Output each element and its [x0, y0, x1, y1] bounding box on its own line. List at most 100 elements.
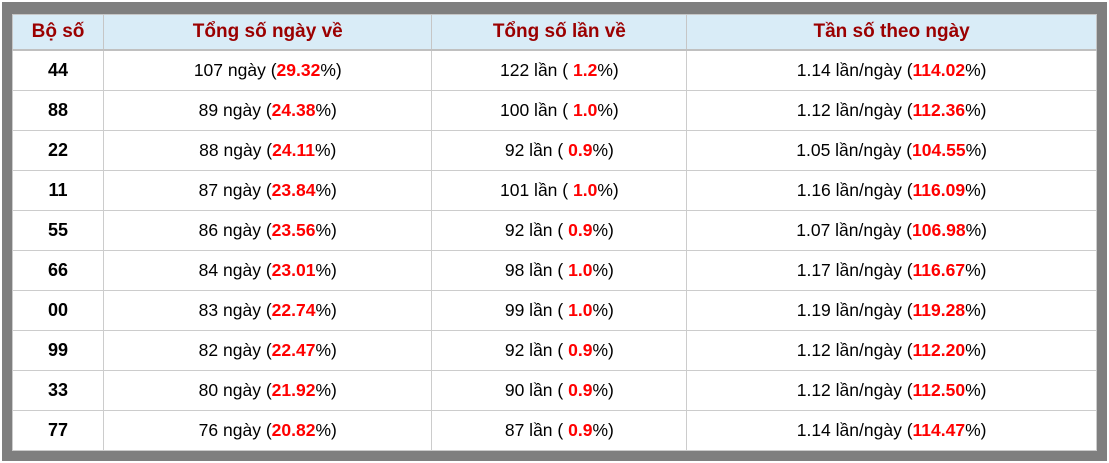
pair-value: 55 — [48, 220, 69, 240]
times-cell: 92 lần ( 0.9%) — [431, 210, 688, 251]
times-cell: 92 lần ( 0.9%) — [431, 130, 688, 171]
times-value: 90 lần — [504, 380, 553, 400]
days-cell: 107 ngày (29.32%) — [103, 49, 433, 91]
times-value: 99 lần — [504, 300, 553, 320]
table-row: 66 84 ngày (23.01%) 98 lần ( 1.0%) 1.17 … — [11, 250, 1097, 291]
times-value: 92 lần — [504, 140, 553, 160]
times-value: 92 lần — [504, 340, 553, 360]
freq-percent: 104.55 — [912, 140, 966, 160]
pair-cell: 55 — [11, 210, 105, 251]
days-value: 76 ngày — [198, 420, 261, 440]
freq-value: 1.12 lần/ngày — [796, 340, 902, 360]
days-cell: 88 ngày (24.11%) — [103, 130, 433, 171]
freq-value: 1.07 lần/ngày — [796, 220, 902, 240]
freq-value: 1.19 lần/ngày — [796, 300, 902, 320]
days-value: 84 ngày — [198, 260, 261, 280]
days-value: 80 ngày — [198, 380, 261, 400]
days-percent: 20.82 — [271, 420, 316, 440]
pair-cell: 33 — [11, 370, 105, 411]
days-cell: 86 ngày (23.56%) — [103, 210, 433, 251]
pair-value: 22 — [48, 140, 69, 160]
table-row: 22 88 ngày (24.11%) 92 lần ( 0.9%) 1.05 … — [11, 130, 1097, 171]
days-value: 89 ngày — [198, 100, 261, 120]
table-row: 77 76 ngày (20.82%) 87 lần ( 0.9%) 1.14 … — [11, 410, 1097, 451]
freq-value: 1.12 lần/ngày — [796, 100, 902, 120]
freq-value: 1.14 lần/ngày — [796, 60, 902, 80]
pair-value: 99 — [48, 340, 69, 360]
pair-cell: 00 — [11, 290, 105, 331]
pair-cell: 11 — [11, 170, 105, 211]
pair-statistics-table: Bộ số Tổng số ngày về Tổng số lần về Tần… — [11, 14, 1097, 451]
days-cell: 83 ngày (22.74%) — [103, 290, 433, 331]
freq-value: 1.14 lần/ngày — [796, 420, 902, 440]
freq-percent: 119.28 — [912, 300, 966, 320]
days-percent: 22.47 — [271, 340, 316, 360]
table-row: 00 83 ngày (22.74%) 99 lần ( 1.0%) 1.19 … — [11, 290, 1097, 331]
pair-value: 44 — [48, 60, 69, 80]
pair-cell: 22 — [11, 130, 105, 171]
days-value: 107 ngày — [193, 60, 266, 80]
freq-percent: 116.67 — [912, 260, 966, 280]
times-value: 101 lần — [500, 180, 558, 200]
days-cell: 84 ngày (23.01%) — [103, 250, 433, 291]
column-header-days: Tổng số ngày về — [103, 14, 433, 51]
days-cell: 89 ngày (24.38%) — [103, 90, 433, 131]
times-value: 92 lần — [504, 220, 553, 240]
freq-value: 1.05 lần/ngày — [796, 140, 902, 160]
times-cell: 101 lần ( 1.0%) — [431, 170, 688, 211]
times-percent: 1.0 — [572, 180, 598, 200]
times-percent: 0.9 — [568, 220, 593, 240]
days-cell: 76 ngày (20.82%) — [103, 410, 433, 451]
days-percent: 22.74 — [271, 300, 316, 320]
days-percent: 23.01 — [271, 260, 316, 280]
times-value: 87 lần — [504, 420, 553, 440]
times-cell: 99 lần ( 1.0%) — [431, 290, 688, 331]
column-header-pair: Bộ số — [11, 14, 105, 51]
days-value: 87 ngày — [198, 180, 261, 200]
freq-cell: 1.12 lần/ngày (112.20%) — [686, 330, 1097, 371]
days-value: 83 ngày — [198, 300, 261, 320]
times-cell: 98 lần ( 1.0%) — [431, 250, 688, 291]
table-row: 99 82 ngày (22.47%) 92 lần ( 0.9%) 1.12 … — [11, 330, 1097, 371]
freq-cell: 1.14 lần/ngày (114.47%) — [686, 410, 1097, 451]
times-percent: 0.9 — [568, 420, 593, 440]
column-header-times: Tổng số lần về — [431, 14, 688, 51]
header-row: Bộ số Tổng số ngày về Tổng số lần về Tần… — [11, 14, 1097, 51]
days-cell: 87 ngày (23.84%) — [103, 170, 433, 211]
pair-cell: 44 — [11, 49, 105, 91]
freq-value: 1.16 lần/ngày — [796, 180, 902, 200]
times-value: 122 lần — [500, 60, 558, 80]
times-value: 98 lần — [504, 260, 553, 280]
freq-value: 1.12 lần/ngày — [796, 380, 902, 400]
freq-percent: 116.09 — [912, 180, 966, 200]
pair-cell: 88 — [11, 90, 105, 131]
days-percent: 29.32 — [276, 60, 321, 80]
days-percent: 24.38 — [271, 100, 316, 120]
times-percent: 1.0 — [572, 100, 598, 120]
pair-cell: 99 — [11, 330, 105, 371]
freq-cell: 1.12 lần/ngày (112.50%) — [686, 370, 1097, 411]
times-percent: 0.9 — [568, 340, 593, 360]
freq-percent: 114.47 — [912, 420, 966, 440]
days-cell: 80 ngày (21.92%) — [103, 370, 433, 411]
freq-percent: 112.20 — [912, 340, 966, 360]
days-percent: 23.56 — [271, 220, 316, 240]
table-row: 11 87 ngày (23.84%) 101 lần ( 1.0%) 1.16… — [11, 170, 1097, 211]
days-percent: 23.84 — [271, 180, 316, 200]
times-cell: 122 lần ( 1.2%) — [431, 49, 688, 91]
days-value: 86 ngày — [198, 220, 261, 240]
pair-value: 77 — [48, 420, 69, 440]
table-row: 55 86 ngày (23.56%) 92 lần ( 0.9%) 1.07 … — [11, 210, 1097, 251]
pair-cell: 66 — [11, 250, 105, 291]
pair-value: 88 — [48, 100, 69, 120]
freq-cell: 1.14 lần/ngày (114.02%) — [686, 49, 1097, 91]
pair-value: 33 — [48, 380, 69, 400]
freq-cell: 1.07 lần/ngày (106.98%) — [686, 210, 1097, 251]
freq-cell: 1.05 lần/ngày (104.55%) — [686, 130, 1097, 171]
freq-percent: 106.98 — [912, 220, 966, 240]
pair-value: 00 — [48, 300, 69, 320]
pair-value: 66 — [48, 260, 69, 280]
days-percent: 21.92 — [271, 380, 316, 400]
times-percent: 1.0 — [568, 260, 593, 280]
days-value: 82 ngày — [198, 340, 261, 360]
